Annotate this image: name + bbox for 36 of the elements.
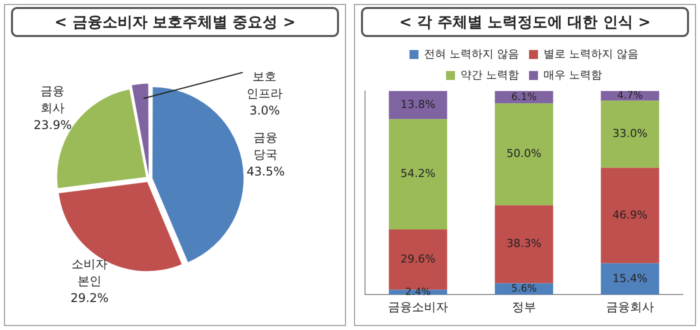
- legend-label: 전혀 노력하지 않음: [424, 47, 520, 60]
- legend-label: 약간 노력함: [460, 68, 520, 82]
- data-label: 6.1%: [511, 92, 537, 103]
- data-label: 2.4%: [405, 286, 431, 298]
- data-label: 54.2%: [400, 167, 436, 180]
- slice-label: 금융 당국: [254, 130, 278, 162]
- slice-label: 금융 회사: [40, 84, 65, 116]
- bar: [388, 91, 448, 120]
- bar: [388, 119, 448, 230]
- data-label: 15.4%: [612, 272, 648, 285]
- bar: [600, 168, 660, 264]
- slice-label: 보호 인프라: [246, 70, 283, 101]
- x-tick-label: 금융회사: [606, 300, 654, 314]
- bar: [600, 100, 660, 168]
- data-label: 5.6%: [511, 283, 537, 294]
- data-label: 43.5%: [246, 164, 285, 179]
- data-label: 13.8%: [400, 98, 436, 111]
- legend-label: 별로 노력하지 않음: [544, 47, 638, 60]
- bar: [600, 263, 660, 295]
- bar: [494, 103, 554, 206]
- chart-title: < 금융소비자 보호주체별 중요성 >: [11, 7, 339, 37]
- bar: [494, 205, 554, 284]
- data-label: 4.7%: [617, 90, 643, 102]
- data-label: 46.9%: [612, 208, 648, 222]
- slice-label: 소비자 본인: [72, 257, 108, 288]
- chart-title: < 각 주체별 노력정도에 대한 인식 >: [361, 7, 689, 37]
- x-tick-label: 금융소비자: [388, 300, 448, 314]
- x-tick-label: 정부: [512, 300, 536, 314]
- data-label: 29.2%: [70, 291, 109, 306]
- data-label: 38.3%: [506, 237, 542, 250]
- data-label: 3.0%: [249, 104, 280, 118]
- data-label: 23.9%: [34, 118, 72, 132]
- legend-label: 매우 노력함: [544, 68, 602, 82]
- data-label: 33.0%: [612, 127, 648, 140]
- data-label: 50.0%: [506, 147, 542, 160]
- data-label: 29.6%: [400, 252, 436, 266]
